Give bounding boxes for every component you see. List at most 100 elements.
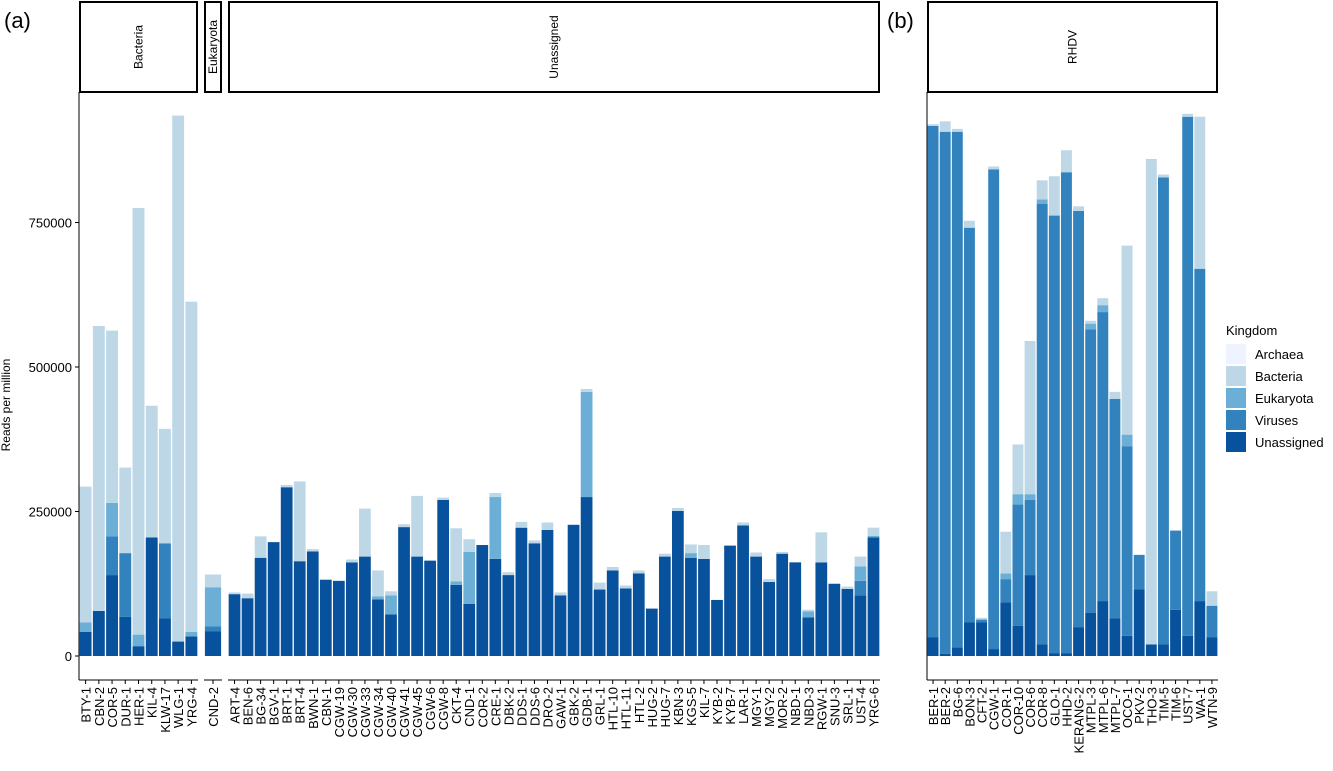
bar-segment-bacteria [241, 593, 254, 599]
bar-stack [951, 128, 963, 656]
bar-segment-unassigned [172, 641, 185, 656]
legend-title: Kingdom [1226, 323, 1277, 338]
x-tick-label: CGW-6 [423, 687, 438, 730]
bar-segment-bacteria [963, 220, 975, 228]
bar-segment-unassigned [411, 556, 423, 656]
bar-stack [1170, 530, 1182, 656]
bar-segment-unassigned [1121, 635, 1133, 656]
x-tick-label: DRO-2 [540, 687, 555, 727]
bar-segment-unassigned [463, 603, 476, 656]
x-tick-label: KGS-5 [684, 687, 699, 726]
bar-stack [79, 486, 92, 656]
bar-segment-unassigned [502, 575, 515, 656]
bar-segment-viruses [1194, 268, 1206, 602]
bar-segment-unassigned [1206, 637, 1218, 656]
x-tick-label: BTY-1 [79, 687, 94, 723]
bar-segment-unassigned [79, 631, 92, 656]
bar-stack [267, 542, 280, 656]
bar-segment-bacteria [372, 570, 384, 597]
x-tick-label: MTPL-6 [1096, 687, 1111, 733]
bar-segment-unassigned [737, 525, 749, 656]
bar-stack [204, 574, 222, 656]
bar-stack [385, 591, 397, 656]
bar-segment-bacteria [346, 559, 358, 563]
bar-segment-viruses [1036, 204, 1048, 645]
bar-segment-unassigned [951, 647, 963, 656]
bar-segment-unassigned [976, 622, 988, 656]
x-tick-label: MOR-2 [775, 687, 790, 729]
x-tick-label: BEN-6 [241, 687, 256, 725]
bar-stack [567, 524, 580, 656]
bar-segment-unassigned [241, 598, 254, 656]
x-tick-label: GBK-2 [567, 687, 582, 726]
bar-segment-eukaryota [1085, 323, 1097, 330]
x-tick-label: DDS-1 [514, 687, 529, 726]
bar-segment-bacteria [939, 121, 951, 132]
bar-stack [724, 545, 736, 656]
bar-segment-unassigned [927, 637, 939, 656]
bar-segment-viruses [1048, 215, 1060, 654]
x-tick-label: COR-2 [475, 687, 490, 727]
x-tick-label: NBD-1 [788, 687, 803, 726]
legend-label: Archaea [1255, 347, 1304, 362]
bar-stack [867, 527, 880, 656]
bar-segment-bacteria [1157, 174, 1169, 178]
bar-segment-viruses [1060, 172, 1072, 654]
x-tick-label: WA-1 [1193, 687, 1208, 719]
bar-stack [1145, 158, 1157, 656]
bar-segment-bacteria [1097, 298, 1109, 306]
bar-segment-eukaryota [185, 631, 198, 637]
x-tick-label: BRT-4 [293, 687, 308, 724]
bar-stack [606, 566, 619, 656]
bar-segment-bacteria [1109, 391, 1121, 399]
bar-segment-eukaryota [867, 535, 880, 538]
bar-segment-bacteria [737, 522, 749, 526]
bar-segment-unassigned [724, 545, 736, 656]
y-tick-label: 0 [65, 649, 72, 664]
bar-segment-viruses [1000, 579, 1012, 603]
bar-stack [698, 545, 710, 656]
bar-segment-viruses [1133, 554, 1145, 590]
bar-stack [254, 536, 267, 656]
bar-segment-bacteria [1182, 113, 1194, 117]
bar-segment-unassigned [698, 558, 710, 656]
bar-segment-unassigned [372, 599, 384, 656]
x-tick-label: TIM-6 [1169, 687, 1184, 721]
x-tick-label: GLO-1 [1047, 687, 1062, 726]
bar-stack [1000, 531, 1012, 656]
bar-segment-unassigned [567, 524, 580, 656]
bar-segment-bacteria [1145, 158, 1157, 645]
x-tick-label: CND-2 [206, 687, 221, 727]
bar-stack [593, 582, 606, 656]
bar-segment-unassigned [963, 622, 975, 656]
bar-segment-unassigned [593, 589, 606, 656]
x-tick-label: CGW-30 [345, 687, 360, 737]
bar-stack [841, 586, 854, 656]
bar-segment-unassigned [385, 614, 397, 656]
bar-stack [332, 580, 345, 656]
bar-segment-eukaryota [802, 611, 815, 618]
bar-segment-bacteria [815, 532, 828, 563]
bar-stack [763, 579, 776, 656]
facet-strip-label: Unassigned [547, 15, 561, 78]
bar-stack [228, 592, 241, 656]
bar-segment-bacteria [763, 579, 776, 583]
x-tick-label: GDB-1 [580, 687, 595, 727]
bar-segment-bacteria [158, 428, 171, 544]
bar-segment-bacteria [658, 553, 671, 557]
x-tick-label: CKT-4 [449, 687, 464, 724]
bar-stack [92, 325, 105, 656]
bar-stack [854, 556, 867, 656]
bar-segment-viruses [927, 125, 939, 638]
bar-stack [1182, 113, 1194, 656]
panel-a-label: (a) [4, 8, 31, 33]
bar-segment-bacteria [750, 552, 762, 557]
bar-stack [1060, 150, 1072, 656]
bar-stack [1097, 298, 1109, 656]
bar-segment-unassigned [132, 646, 145, 656]
bar-segment-unassigned [854, 595, 867, 656]
bar-segment-unassigned [672, 510, 684, 656]
bar-segment-bacteria [554, 592, 567, 596]
bar-segment-bacteria [606, 566, 619, 571]
bar-stack [1048, 176, 1060, 656]
